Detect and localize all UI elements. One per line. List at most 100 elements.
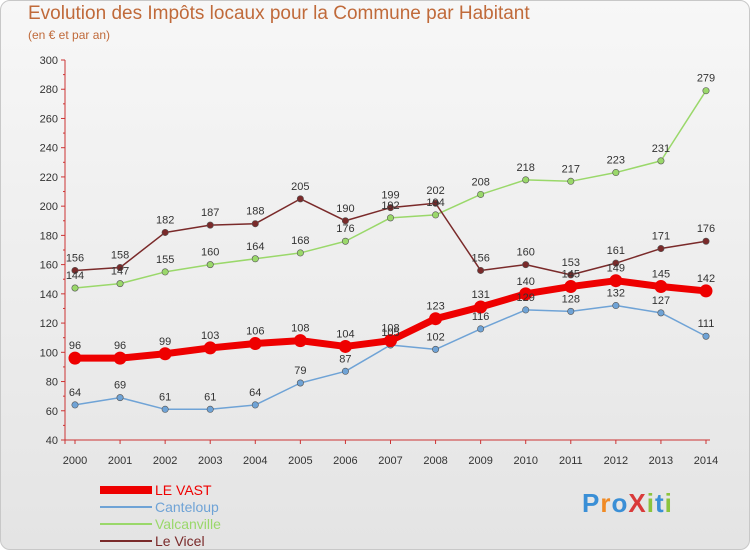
data-point — [567, 177, 575, 185]
data-labels: 144 147 155 160 164 168 176 192 194 208 218 217 223 2… — [66, 73, 715, 404]
x-tick-label: 2012 — [604, 455, 628, 467]
data-point — [71, 284, 79, 292]
data-label: 161 — [607, 245, 625, 257]
data-label: 96 — [69, 340, 81, 352]
data-point — [612, 259, 620, 267]
x-tick-label: 2010 — [513, 455, 537, 467]
data-label: 171 — [652, 231, 670, 243]
data-point — [702, 332, 710, 340]
data-point — [158, 347, 172, 361]
data-point — [522, 306, 530, 314]
data-label: 156 — [66, 252, 84, 264]
data-label: 123 — [426, 301, 444, 313]
data-label: 155 — [156, 254, 174, 266]
x-tick-label: 2000 — [63, 455, 87, 467]
data-point — [702, 237, 710, 245]
data-point — [609, 274, 623, 288]
legend-swatch — [100, 523, 152, 525]
data-label: 108 — [291, 323, 309, 335]
chart-subtitle: (en € et par an) — [28, 28, 111, 42]
x-tick-label: 2003 — [198, 455, 222, 467]
legend-swatch — [100, 506, 152, 508]
data-label: 144 — [66, 270, 84, 282]
data-point — [654, 280, 668, 294]
data-point — [161, 228, 169, 236]
legend-item: LE VAST — [100, 482, 300, 498]
data-label: 103 — [201, 330, 219, 342]
y-tick-label: 200 — [40, 201, 58, 213]
data-point — [296, 379, 304, 387]
data-label: 106 — [246, 326, 264, 338]
data-point — [338, 339, 352, 353]
x-tick-label: 2007 — [378, 455, 402, 467]
data-label: 87 — [339, 353, 351, 365]
data-point — [429, 312, 443, 326]
data-point — [657, 245, 665, 253]
data-point — [293, 334, 307, 348]
data-point — [519, 287, 533, 301]
data-label: 190 — [336, 203, 354, 215]
data-point — [477, 190, 485, 198]
data-point — [341, 367, 349, 375]
data-label: 69 — [114, 380, 126, 392]
proxiti-logo: ProXiti — [582, 488, 673, 518]
legend-item: Canteloup — [100, 499, 300, 515]
data-label: 145 — [652, 269, 670, 281]
data-label: 105 — [381, 327, 399, 339]
data-label: 182 — [156, 214, 174, 226]
y-tick-label: 180 — [40, 230, 58, 242]
y-tick-label: 100 — [40, 347, 58, 359]
x-tick-label: 2002 — [153, 455, 177, 467]
data-label: 99 — [159, 336, 171, 348]
data-label: 140 — [517, 276, 535, 288]
data-point — [251, 255, 259, 263]
legend-item: Le Vicel — [100, 533, 300, 549]
data-label: 61 — [159, 391, 171, 403]
data-point — [161, 268, 169, 276]
data-point — [522, 261, 530, 269]
data-label: 116 — [472, 311, 490, 323]
data-point — [612, 302, 620, 310]
y-tick-label: 60 — [46, 406, 58, 418]
data-label: 61 — [204, 391, 216, 403]
data-point — [384, 334, 397, 348]
data-label: 147 — [111, 266, 129, 278]
data-label: 149 — [607, 263, 625, 275]
x-tick-label: 2013 — [649, 455, 673, 467]
data-label: 218 — [517, 162, 535, 174]
axes: 40 60 80 100 120 140 160 180 200 220 240 260 280 300 2… — [40, 55, 719, 467]
data-label: 279 — [697, 73, 715, 85]
data-point — [206, 405, 214, 413]
data-point — [251, 220, 259, 228]
data-point — [116, 280, 124, 288]
data-point — [699, 284, 713, 298]
data-point — [657, 157, 665, 165]
data-label: 64 — [69, 387, 81, 399]
legend-label: Valcanville — [155, 516, 221, 532]
x-tick-label: 2011 — [559, 455, 583, 467]
data-point — [296, 249, 304, 257]
data-point — [206, 261, 214, 269]
data-label: 192 — [381, 200, 399, 212]
data-point — [71, 401, 79, 409]
x-tick-label: 2001 — [108, 455, 132, 467]
data-label: 96 — [114, 340, 126, 352]
data-label: 205 — [291, 181, 309, 193]
legend-label: LE VAST — [155, 482, 212, 498]
data-label: 208 — [471, 176, 489, 188]
data-point — [564, 280, 578, 294]
data-label: 168 — [291, 235, 309, 247]
data-point — [567, 271, 575, 279]
data-point — [206, 221, 214, 229]
data-point — [477, 325, 485, 333]
data-label: 158 — [111, 250, 129, 262]
data-point — [702, 87, 710, 95]
data-label: 111 — [698, 318, 715, 330]
data-label: 156 — [471, 252, 489, 264]
data-point — [612, 169, 620, 177]
y-tick-label: 260 — [40, 113, 58, 125]
data-label: 79 — [294, 365, 306, 377]
data-label: 194 — [426, 197, 444, 209]
data-label: 202 — [426, 185, 444, 197]
legend-item: Valcanville — [100, 516, 300, 532]
